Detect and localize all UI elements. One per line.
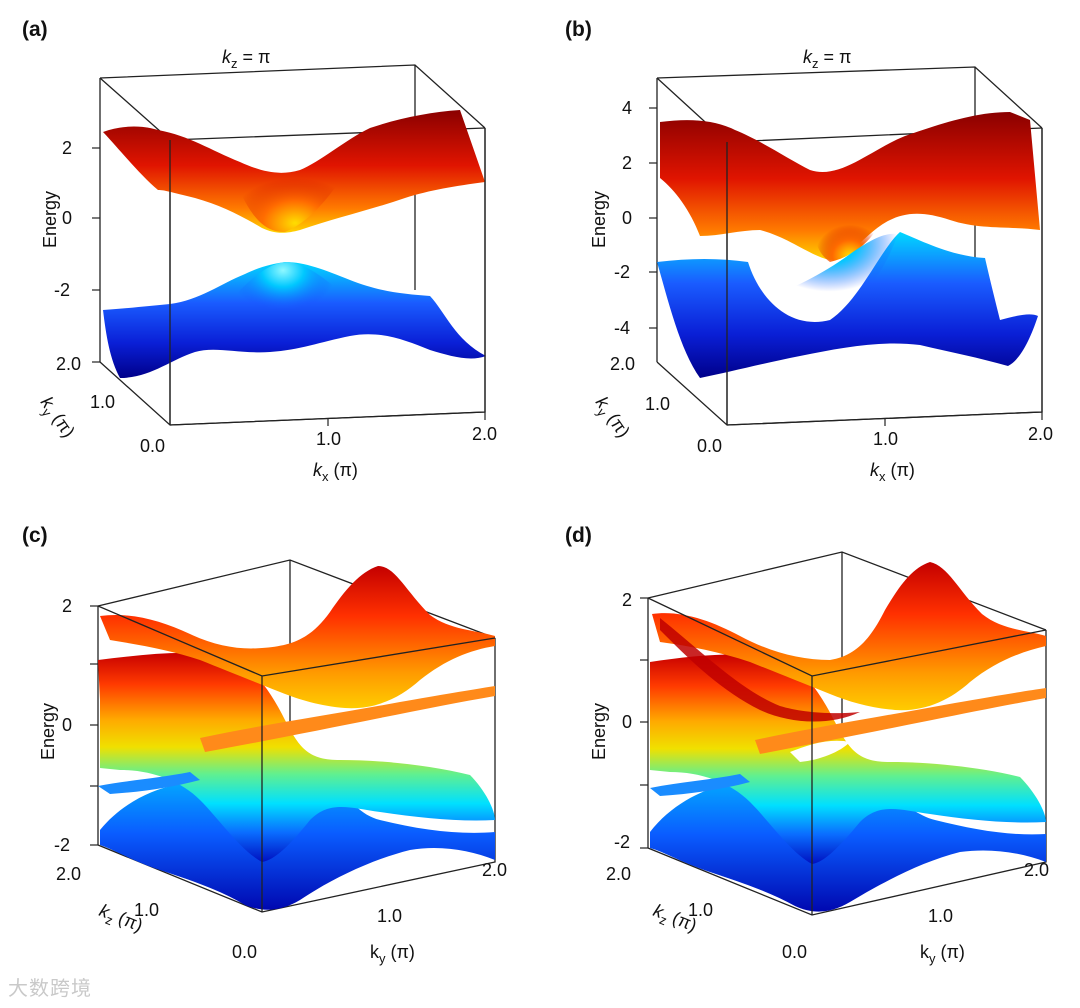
z-tick-label: 0 xyxy=(622,712,632,732)
z-ticks-d xyxy=(640,597,648,849)
axis-box-front-c xyxy=(97,605,496,912)
y-tick-label: 0.0 xyxy=(232,942,257,962)
z-tick-label: 2 xyxy=(62,596,72,616)
x-tick-label: 2.0 xyxy=(472,424,497,444)
y-tick-label: 2.0 xyxy=(606,864,631,884)
y-tick-label: 1.0 xyxy=(134,900,159,920)
x-tick-label: 2.0 xyxy=(1024,860,1049,880)
y-tick-label: 2.0 xyxy=(610,354,635,374)
x-axis-label-c: ky (π) xyxy=(370,942,415,966)
panel-label-b: (b) xyxy=(565,18,592,41)
panel-b: (b) kz = π 4 2 0 -2 -4 Energy 2.0 1.0 0.… xyxy=(565,18,1053,484)
z-tick-label: 2 xyxy=(622,153,632,173)
y-tick-label: 1.0 xyxy=(90,392,115,412)
surface-upper-dip-d xyxy=(660,618,860,722)
surface-lower-glow-a xyxy=(230,262,336,345)
x-tick-label: 2.0 xyxy=(1028,424,1053,444)
surface-lower-glow-b xyxy=(760,233,898,331)
x-axis-label-a: kx (π) xyxy=(313,460,358,484)
surface-upper-b xyxy=(660,112,1040,260)
y-tick-label: 0.0 xyxy=(697,436,722,456)
z-tick-label: 0 xyxy=(622,208,632,228)
y-tick-label: 2.0 xyxy=(56,354,81,374)
panel-label-a: (a) xyxy=(22,18,48,41)
surface-upper-c xyxy=(100,566,495,709)
z-ticks-b xyxy=(649,107,657,329)
z-tick-label: 2 xyxy=(622,590,632,610)
z-tick-label: -2 xyxy=(54,280,70,300)
title-b: kz = π xyxy=(803,47,851,71)
title-a: kz = π xyxy=(222,47,270,71)
z-tick-label: -4 xyxy=(614,318,630,338)
x-tick-label: 1.0 xyxy=(873,429,898,449)
y-axis-label-b: ky (π) xyxy=(588,393,633,444)
panel-c: (c) 2 0 -2 Energy 2.0 1.0 0.0 kz (π) 1.0 xyxy=(22,524,507,966)
x-ticks-b xyxy=(884,412,1043,426)
surface-mid-c xyxy=(98,652,495,862)
y-tick-label: 0.0 xyxy=(140,436,165,456)
surface-mid-d xyxy=(650,654,1046,864)
axis-box-front-d xyxy=(647,597,1047,915)
y-tick-label: 1.0 xyxy=(645,394,670,414)
surface-ribbon-c xyxy=(98,772,200,794)
surface-ribbon-d xyxy=(755,688,1046,754)
surface-upper-glow-a xyxy=(230,142,360,232)
z-tick-label: -2 xyxy=(614,262,630,282)
x-tick-label: 1.0 xyxy=(928,906,953,926)
x-tick-label: 1.0 xyxy=(316,429,341,449)
y-axis-label-a: ky (π) xyxy=(33,393,78,444)
y-tick-label: 2.0 xyxy=(56,864,81,884)
surface-upper-d xyxy=(652,562,1046,711)
z-tick-label: 4 xyxy=(622,98,632,118)
surface-ribbon-d xyxy=(650,774,750,796)
z-axis-label-c: Energy xyxy=(38,703,58,760)
x-ticks-a xyxy=(327,412,486,426)
panel-label-d: (d) xyxy=(565,524,592,547)
x-tick-label: 1.0 xyxy=(377,906,402,926)
z-tick-label: -2 xyxy=(54,835,70,855)
z-axis-label-a: Energy xyxy=(40,191,60,248)
panel-d: (d) 2 0 -2 Energy 2.0 1.0 0.0 kz (π) 1.0… xyxy=(565,524,1049,966)
z-tick-label: -2 xyxy=(614,832,630,852)
surface-upper-a xyxy=(103,110,485,233)
y-tick-label: 1.0 xyxy=(688,900,713,920)
x-axis-label-d: ky (π) xyxy=(920,942,965,966)
panel-label-c: (c) xyxy=(22,524,48,547)
watermark: 大数跨境 xyxy=(8,976,92,1000)
surface-gap-d xyxy=(790,740,850,762)
z-ticks-c xyxy=(90,605,98,846)
z-tick-label: 2 xyxy=(62,138,72,158)
z-ticks-a xyxy=(92,147,100,363)
z-tick-label: 0 xyxy=(62,715,72,735)
surface-ribbon-c xyxy=(200,686,495,752)
x-axis-label-b: kx (π) xyxy=(870,460,915,484)
panel-a: (a) kz = π 2 0 -2 Energy 2.0 1.0 0.0 ky … xyxy=(22,18,497,484)
z-tick-label: 0 xyxy=(62,208,72,228)
z-axis-label-d: Energy xyxy=(589,703,609,760)
x-tick-label: 2.0 xyxy=(482,860,507,880)
surface-upper-glow-b xyxy=(815,200,885,262)
z-axis-label-b: Energy xyxy=(589,191,609,248)
y-tick-label: 0.0 xyxy=(782,942,807,962)
